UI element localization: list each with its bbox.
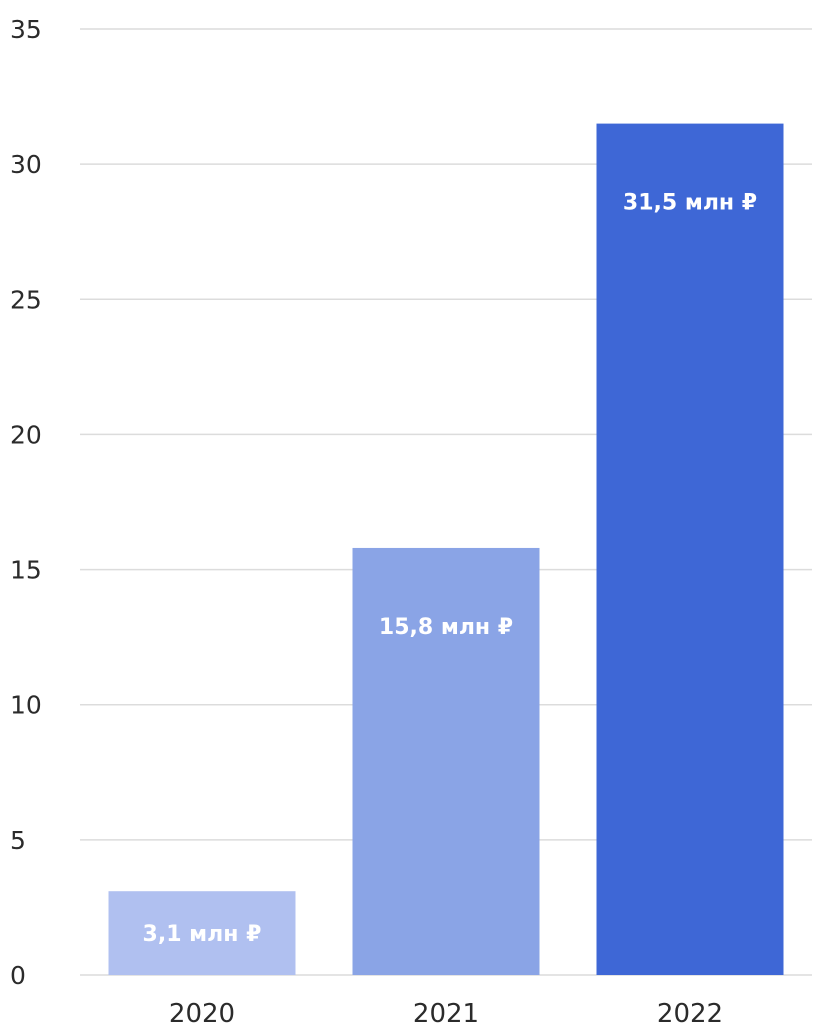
bar [108, 891, 296, 975]
y-tick-label: 35 [10, 15, 42, 44]
bar [352, 547, 540, 975]
y-tick-label: 0 [10, 961, 26, 990]
x-tick-label: 2020 [169, 999, 235, 1029]
x-axis-tick-labels: 2020 2021 2022 [169, 999, 723, 1029]
x-tick-label: 2022 [657, 999, 723, 1029]
x-tick-label: 2021 [413, 999, 479, 1029]
y-tick-label: 10 [10, 691, 42, 720]
y-tick-label: 5 [10, 826, 26, 855]
y-tick-label: 30 [10, 150, 42, 179]
bar-data-label: 3,1 млн ₽ [143, 922, 262, 947]
bars: 3,1 млн ₽ 15,8 млн ₽ 31,5 млн ₽ [108, 123, 784, 976]
y-tick-label: 20 [10, 420, 42, 449]
y-axis-tick-labels: 0 5 10 15 20 25 30 35 [10, 15, 42, 990]
y-tick-label: 25 [10, 285, 42, 314]
bar [596, 123, 784, 976]
bar-data-label: 15,8 млн ₽ [379, 615, 513, 640]
bar-data-label: 31,5 млн ₽ [623, 191, 757, 216]
y-tick-label: 15 [10, 556, 42, 585]
